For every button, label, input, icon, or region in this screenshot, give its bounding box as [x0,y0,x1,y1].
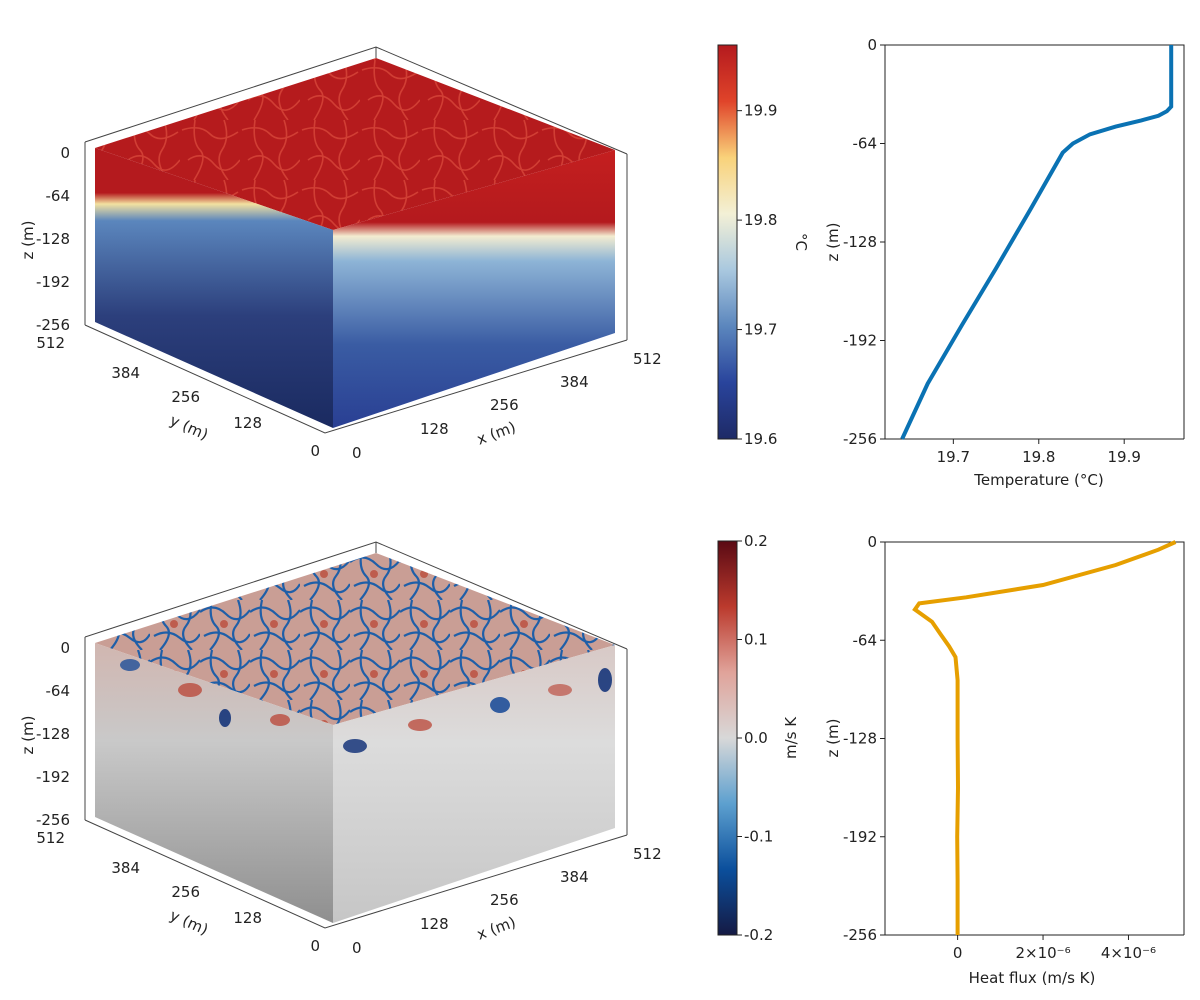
temp-z-label: z (m) [19,221,37,260]
temp-x-tick: 0 [352,444,362,462]
temp-y-tick: 128 [233,414,262,432]
colorbar-tick-label: 0.1 [744,631,768,649]
flux-z-label: z (m) [19,716,37,755]
colorbar-tick-label: -0.1 [744,828,773,846]
colorbar-tick-label: 0.0 [744,729,768,747]
flux-y-tick: 384 [111,859,140,877]
profile-x-tick: 19.8 [1022,448,1055,466]
heat-flux-volume-plot: 0 -64 -128 -192 -256 z (m) 512 384 256 1… [19,541,662,957]
flux-z-tick: -256 [36,811,70,829]
temp-x-tick: 512 [633,350,662,368]
colorbar-tick-label: 19.7 [744,321,777,339]
temp-top-face [95,58,615,230]
profile-x-tick: 2×10⁻⁶ [1015,944,1070,962]
profile-x-tick: 19.9 [1107,448,1140,466]
profile-y-tick: -64 [853,631,878,649]
colorbar-tick-label: -0.2 [744,926,773,944]
flux-y-tick: 512 [36,829,65,847]
temp-colorbar-label: °C [792,233,810,251]
temp-x-tick: 128 [420,420,449,438]
temp-profile-xlabel: Temperature (°C) [973,471,1103,489]
temp-z-tick: -256 [36,316,70,334]
temperature-colorbar: 19.9 19.8 19.7 19.6 °C [717,44,810,448]
temp-y-tick: 256 [171,388,200,406]
flux-y-ticks: 512 384 256 128 0 [36,829,320,955]
profile-y-tick: 0 [867,36,877,54]
flux-x-tick: 0 [352,939,362,957]
temp-y-tick: 512 [36,334,65,352]
flux-profile-ylabel: z (m) [824,719,842,758]
profile-x-tick: 0 [953,944,963,962]
flux-profile-xlabel: Heat flux (m/s K) [969,969,1096,987]
flux-z-tick: -64 [46,682,71,700]
temp-colorbar-gradient [717,44,738,440]
temp-z-ticks: 0 -64 -128 -192 -256 [36,144,70,334]
flux-x-tick: 128 [420,915,449,933]
colorbar-tick-label: 0.2 [744,532,768,550]
profile-y-tick: -128 [843,730,877,748]
profile-y-tick: -256 [843,926,877,944]
flux-edge-blobs [120,659,612,753]
temperature-profile-line [900,45,1174,440]
temp-x-ticks: 0 128 256 384 512 [352,350,662,462]
profile-y-tick: -256 [843,430,877,448]
heat-flux-colorbar: 0.2 0.1 0.0 -0.1 -0.2 m/s K [717,532,800,944]
profile-x-tick: 19.7 [937,448,970,466]
temp-z-tick: -192 [36,273,70,291]
temp-x-tick: 384 [560,373,589,391]
profile-y-tick: -128 [843,233,877,251]
temp-x-label: x (m) [474,418,518,449]
profile-x-tick: 4×10⁻⁶ [1101,944,1156,962]
temp-z-tick: 0 [60,144,70,162]
flux-x-tick: 256 [490,891,519,909]
temperature-volume-plot: 0 -64 -128 -192 -256 z (m) 512 384 256 1… [19,46,662,462]
colorbar-tick-label: 19.9 [744,102,777,120]
profile-y-tick: -192 [843,332,877,350]
flux-colorbar-label: m/s K [782,716,800,759]
heat-flux-profile-line [912,540,1177,935]
colorbar-tick-label: 19.6 [744,430,777,448]
temp-z-tick: -128 [36,230,70,248]
flux-z-tick: 0 [60,639,70,657]
flux-colorbar-gradient [717,540,738,936]
flux-y-tick: 256 [171,883,200,901]
flux-x-ticks: 0 128 256 384 512 [352,845,662,957]
flux-x-tick: 512 [633,845,662,863]
flux-z-tick: -192 [36,768,70,786]
flux-top-face [95,553,615,725]
flux-x-label: x (m) [474,913,518,944]
temp-y-tick: 0 [310,442,320,460]
colorbar-tick-label: 19.8 [744,211,777,229]
temp-left-face [95,148,333,428]
flux-z-tick: -128 [36,725,70,743]
flux-x-tick: 384 [560,868,589,886]
heat-flux-profile-plot: 0 2×10⁻⁶ 4×10⁻⁶ 0 -64 -128 -192 -256 Heat flux… [824,533,1185,987]
temp-z-tick: -64 [46,187,71,205]
profile-y-tick: -192 [843,828,877,846]
flux-z-ticks: 0 -64 -128 -192 -256 [36,639,70,829]
flux-box-frame [84,541,628,929]
temp-right-face [333,150,615,428]
flux-right-face [333,645,615,923]
flux-y-label: y (m) [167,906,211,939]
temp-y-ticks: 512 384 256 128 0 [36,334,320,460]
profile-y-tick: -64 [853,135,878,153]
flux-y-tick: 128 [233,909,262,927]
temp-y-label: y (m) [167,411,211,444]
temp-x-tick: 256 [490,396,519,414]
temp-profile-ylabel: z (m) [824,223,842,262]
flux-left-face [95,643,333,923]
temperature-profile-plot: 19.7 19.8 19.9 0 -64 -128 -192 -256 Temperatur… [824,36,1185,489]
flux-y-tick: 0 [310,937,320,955]
profile-y-tick: 0 [867,533,877,551]
temp-box-frame [84,46,628,434]
temp-y-tick: 384 [111,364,140,382]
